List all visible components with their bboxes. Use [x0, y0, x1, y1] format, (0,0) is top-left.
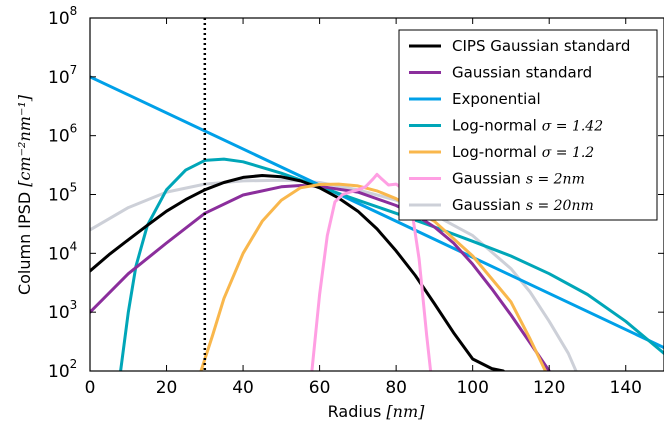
legend-entry: CIPS Gaussian standard	[452, 37, 630, 55]
legend-entry-math: σ = 1.2	[542, 145, 595, 161]
y-tick-label: 103	[48, 298, 77, 323]
series-line-0	[90, 174, 505, 371]
legend-entry: Log-normal σ = 1.42	[452, 117, 603, 135]
legend-entry: Gaussian standard	[452, 64, 592, 82]
x-tick-label: 20	[156, 378, 178, 398]
y-axis-label-text: Column IPSD	[15, 192, 34, 295]
series-line-4	[199, 182, 547, 371]
series-line-1	[90, 184, 551, 371]
y-tick-label: 104	[48, 239, 77, 264]
legend-entry: Exponential	[452, 90, 541, 108]
ticks-layer: 0 20 40 60 80 100 120 140 102 103 104 105 106 107 108	[48, 4, 664, 398]
legend-entry-math: σ = 1.42	[542, 119, 603, 135]
legend-entry-math: s = 20nm	[526, 198, 594, 214]
legend-entry: Log-normal σ = 1.2	[452, 143, 594, 161]
y-tick-label: 106	[48, 122, 77, 147]
legend-entry-name: Exponential	[452, 90, 541, 108]
x-axis-label-text: Radius	[328, 402, 382, 421]
legend-entry-name: Log-normal	[452, 117, 537, 135]
x-axis-label-unit: [nm]	[386, 402, 425, 421]
y-axis-label: Column IPSD [cm⁻²nm⁻¹]	[15, 94, 34, 295]
x-tick-label: 0	[85, 378, 96, 398]
y-tick-label: 108	[48, 4, 77, 29]
legend-entry-math: s = 2nm	[526, 172, 585, 188]
legend-entry: Gaussian s = 2nm	[452, 170, 585, 188]
x-axis-label: Radius [nm]	[328, 402, 425, 421]
series-line-2	[90, 75, 664, 350]
y-tick-label: 107	[48, 63, 77, 88]
x-tick-label: 80	[385, 378, 407, 398]
y-tick-label: 102	[48, 357, 77, 382]
legend-box	[398, 29, 658, 221]
series-layer	[90, 75, 664, 371]
x-tick-label: 40	[232, 378, 254, 398]
legend: CIPS Gaussian standard Gaussian standard E…	[398, 29, 658, 221]
y-axis-label-unit: [cm⁻²nm⁻¹]	[15, 94, 34, 187]
x-tick-label: 120	[533, 378, 565, 398]
x-tick-label: 100	[456, 378, 488, 398]
legend-entry-name: Gaussian standard	[452, 64, 592, 82]
legend-entry-name: Log-normal	[452, 143, 537, 161]
legend-entry-name: Gaussian	[452, 196, 521, 214]
x-tick-label: 60	[309, 378, 331, 398]
legend-entry-name: CIPS Gaussian standard	[452, 37, 630, 55]
x-tick-label: 140	[610, 378, 642, 398]
legend-entry: Gaussian s = 20nm	[452, 196, 594, 214]
legend-entry-name: Gaussian	[452, 170, 521, 188]
y-tick-label: 105	[48, 181, 77, 206]
